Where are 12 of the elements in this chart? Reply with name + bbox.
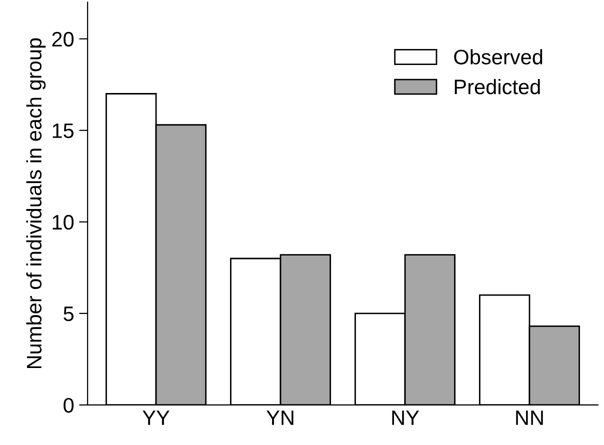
legend-label: Observed	[454, 49, 542, 64]
y-tick-label: 10	[52, 214, 74, 230]
y-tick-label: 15	[52, 124, 74, 138]
x-tick-label: YN	[266, 410, 294, 425]
legend-label: Predicted	[454, 79, 540, 94]
y-tick-label: 5	[64, 306, 74, 322]
y-axis-title: Number of individuals in each group	[26, 38, 46, 368]
y-tick-label: 0	[64, 398, 74, 413]
y-tick-label: 20	[52, 32, 74, 47]
x-tick-label: NN	[516, 410, 543, 425]
x-tick-label: YY	[142, 410, 170, 425]
x-tick-label: NY	[392, 410, 420, 425]
